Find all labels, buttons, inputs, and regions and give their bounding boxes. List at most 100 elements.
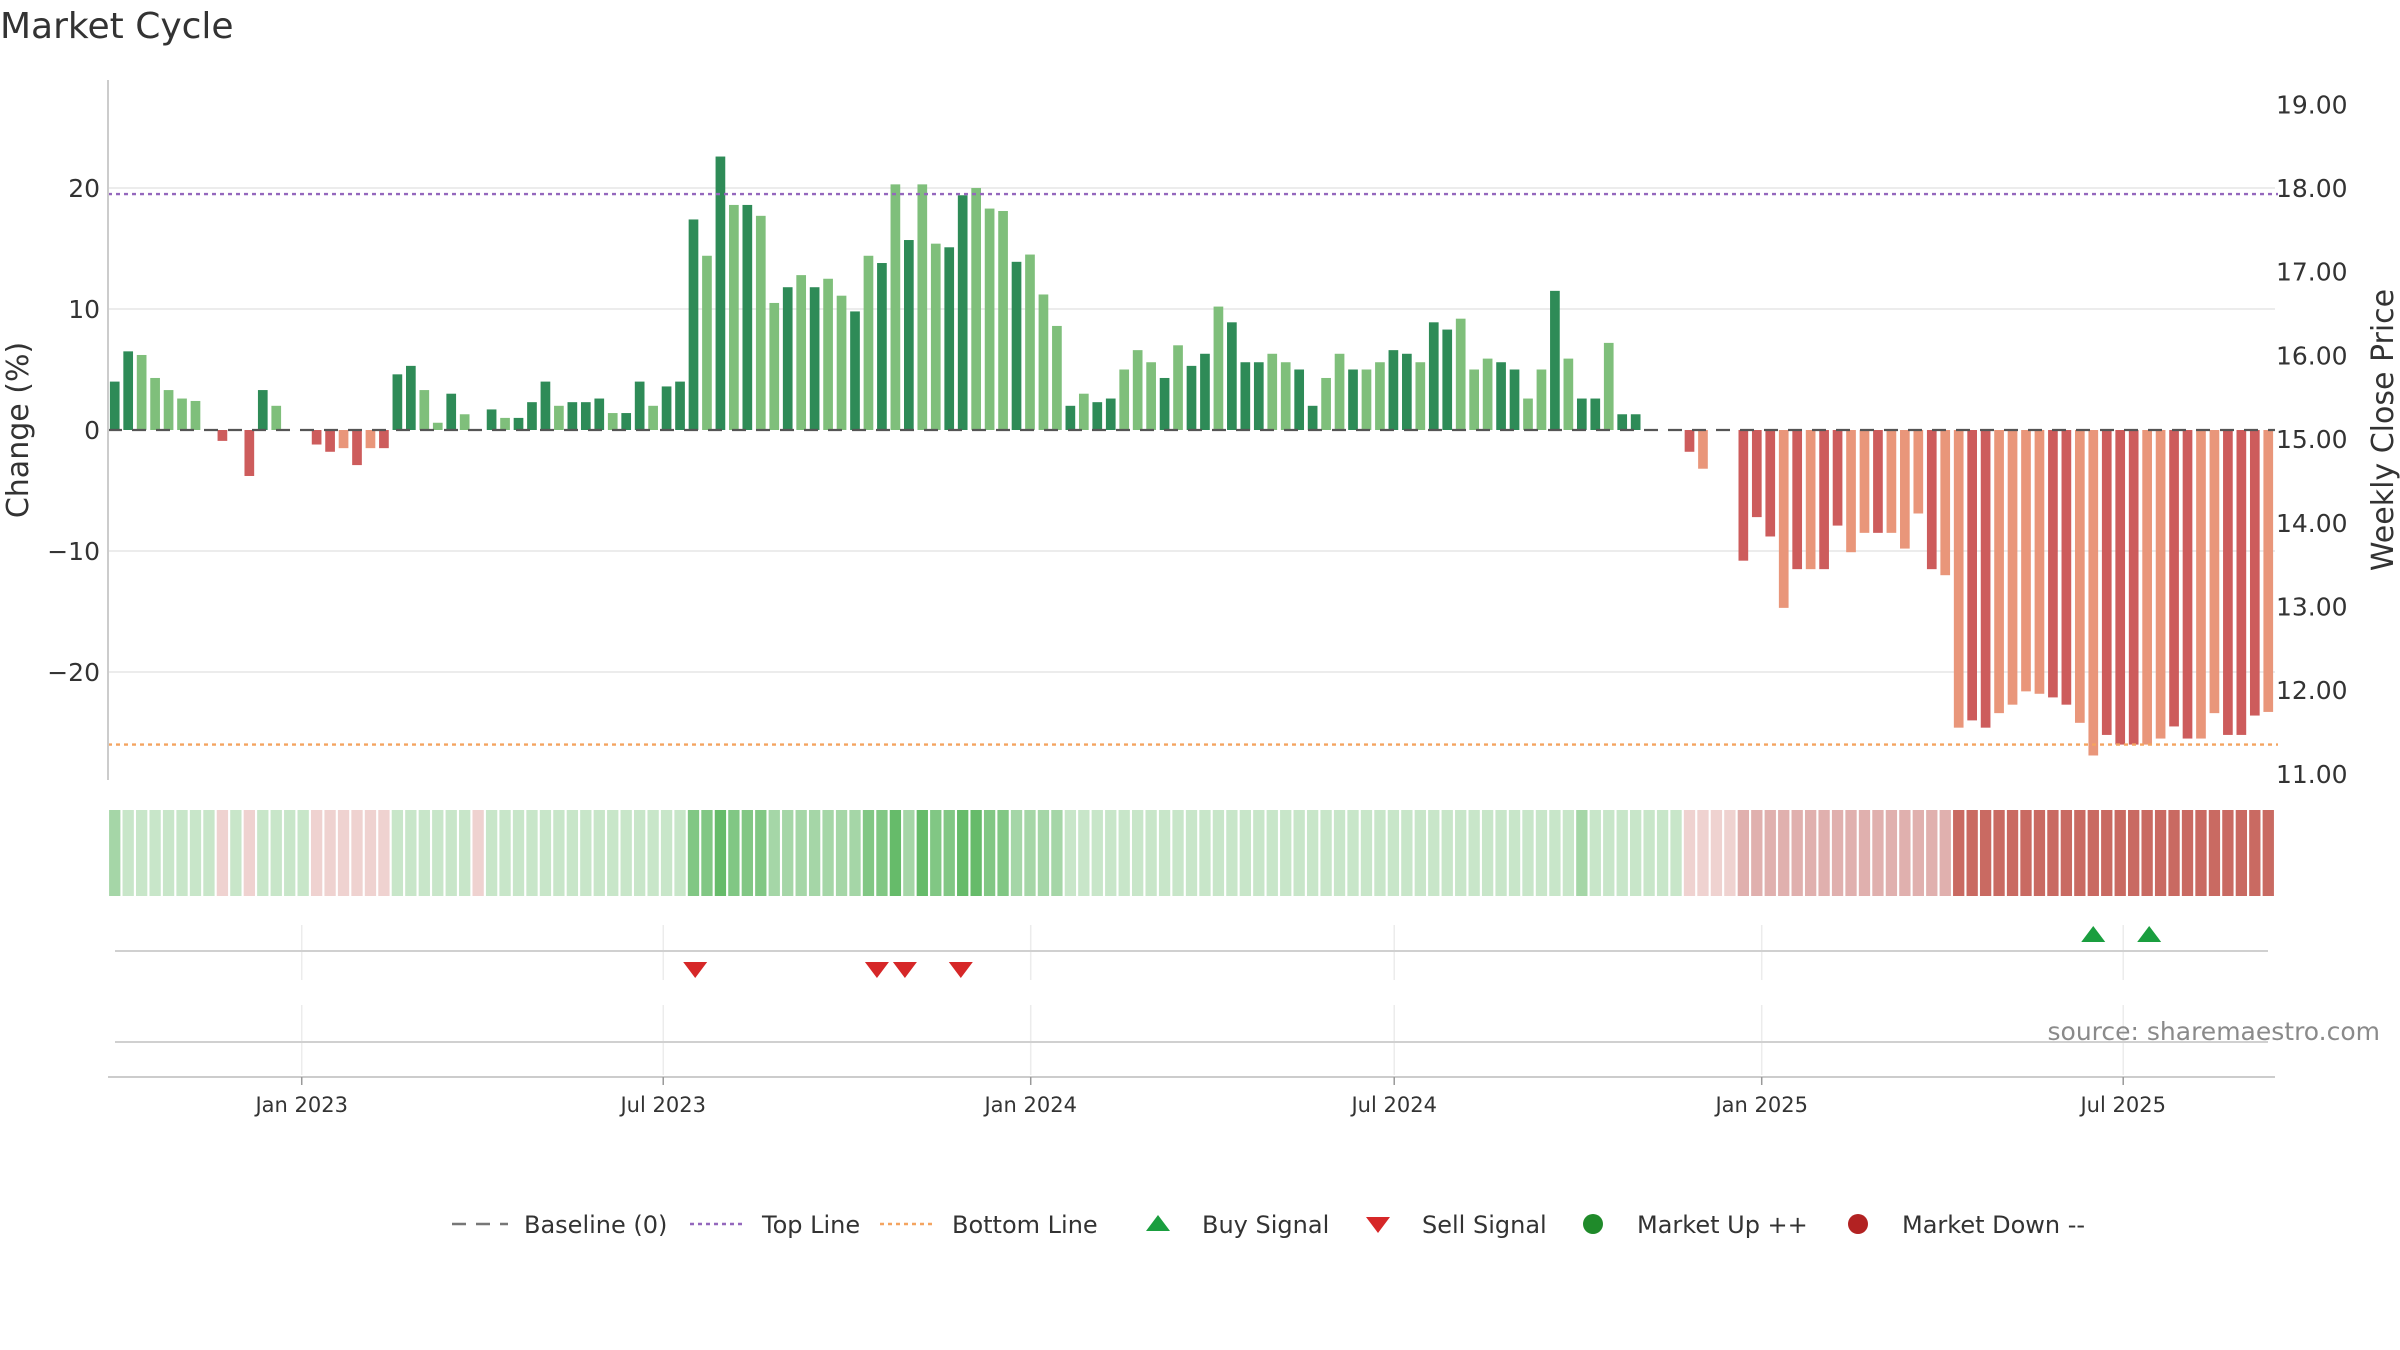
y2-tick-label: 11.00 <box>2276 760 2348 789</box>
strip-cell <box>2006 810 2019 896</box>
bar <box>634 381 645 430</box>
bar <box>2007 430 2018 705</box>
y2-tick-label: 12.00 <box>2276 676 2348 705</box>
strip-cell <box>808 810 821 896</box>
bar <box>1105 398 1116 430</box>
bar <box>850 311 860 430</box>
strip-cell <box>2114 810 2126 896</box>
bar <box>930 243 941 430</box>
heat-strip <box>109 810 2274 896</box>
strip-cell <box>337 810 350 896</box>
strip-cell <box>1387 810 1400 896</box>
strip-cell <box>216 810 229 896</box>
bar <box>311 430 322 445</box>
strip-cell <box>1239 810 1251 896</box>
bar <box>1496 362 1506 430</box>
strip-cell <box>1603 810 1615 896</box>
bar <box>1078 393 1089 430</box>
x-tick-label: Jul 2023 <box>618 1093 705 1117</box>
bar <box>1240 362 1251 430</box>
strip-cell <box>983 810 996 896</box>
strip-cell <box>1428 810 1440 896</box>
bar <box>1792 430 1803 570</box>
bar <box>2249 430 2260 716</box>
bar <box>1751 430 1762 518</box>
bar <box>1765 430 1776 537</box>
sell-signal-marker <box>892 962 917 978</box>
y2-tick-label: 17.00 <box>2276 258 2348 287</box>
bar <box>1092 402 1103 430</box>
strip-cell <box>539 810 552 896</box>
strip-cell <box>553 810 565 896</box>
bar <box>1778 430 1789 608</box>
strip-cell <box>1845 810 1857 896</box>
y-tick-label: 20 <box>68 174 100 203</box>
bar <box>1173 345 1183 430</box>
bar <box>836 295 847 430</box>
bar <box>1025 254 1035 430</box>
bar <box>406 365 416 430</box>
bar <box>1348 369 1358 430</box>
strip-cell <box>1912 810 1924 896</box>
bar <box>1375 362 1385 430</box>
bar <box>1846 430 1856 553</box>
strip-cell <box>378 810 390 896</box>
bar <box>1294 369 1305 430</box>
bar <box>379 430 389 449</box>
bar <box>1213 306 1224 430</box>
bar <box>1900 430 1910 549</box>
bar <box>486 409 497 430</box>
bar <box>1886 430 1897 533</box>
bar <box>1442 329 1453 430</box>
bar <box>1738 430 1749 561</box>
bar <box>2061 430 2072 705</box>
bar <box>971 188 981 430</box>
legend-swatch-circle <box>1583 1214 1603 1234</box>
signals-panel <box>115 926 2268 978</box>
bar <box>1563 358 1574 430</box>
strip-cell <box>755 810 767 896</box>
strip-cell <box>795 810 807 896</box>
bar <box>1603 342 1614 430</box>
strip-cell <box>876 810 888 896</box>
y2-tick-label: 14.00 <box>2276 509 2348 538</box>
x-tick-label: Jan 2025 <box>1713 1093 1808 1117</box>
strip-cell <box>1630 810 1642 896</box>
bar <box>1617 414 1628 430</box>
strip-cell <box>1966 810 1978 896</box>
bar <box>150 377 160 430</box>
y2-tick-label: 19.00 <box>2276 90 2348 119</box>
strip-cell <box>1468 810 1480 896</box>
bar <box>1873 430 1883 533</box>
bar <box>648 405 658 430</box>
y2-tick-label: 16.00 <box>2276 341 2348 370</box>
bar <box>163 390 174 430</box>
strip-cell <box>849 810 861 896</box>
strip-cell <box>1885 810 1898 896</box>
bar <box>1428 322 1439 430</box>
strip-cell <box>1481 810 1494 896</box>
strip-cell <box>1414 810 1426 896</box>
bar <box>957 195 968 430</box>
strip-cell <box>2128 810 2140 896</box>
strip-cell <box>1549 810 1561 896</box>
legend-swatch-buy <box>1146 1215 1170 1231</box>
strip-cell <box>835 810 848 896</box>
x-tick-label: Jul 2025 <box>2078 1093 2165 1117</box>
bar <box>742 204 753 430</box>
bar <box>1253 362 1264 430</box>
strip-cell <box>1105 810 1117 896</box>
bar <box>1698 430 1708 469</box>
strip-cell <box>1010 810 1023 896</box>
strip-cell <box>1535 810 1548 896</box>
strip-cell <box>109 810 121 896</box>
strip-cell <box>257 810 269 896</box>
strip-cell <box>2208 810 2221 896</box>
bar <box>2074 430 2085 723</box>
bar <box>123 351 134 430</box>
strip-cell <box>2168 810 2180 896</box>
strip-cell <box>2141 810 2153 896</box>
strip-cell <box>1670 810 1682 896</box>
legend-swatch-circle <box>1848 1214 1868 1234</box>
